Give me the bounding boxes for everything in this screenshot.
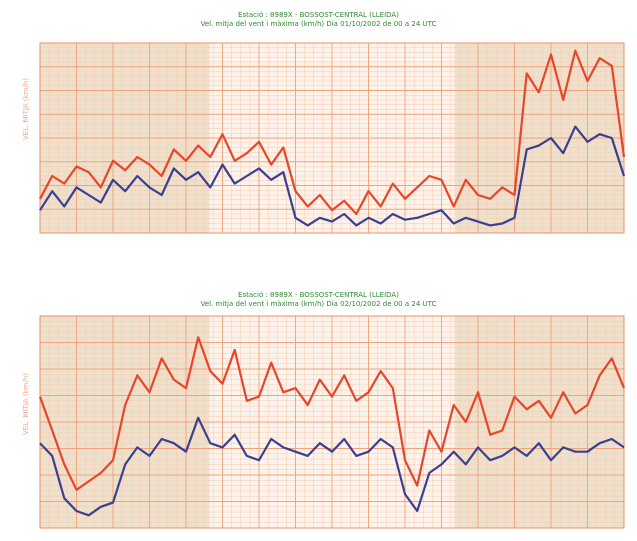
plot-frame (39, 42, 625, 234)
chart-1-plot (39, 42, 626, 234)
chart-panel-1: Estació : 8989X - BOSSOST-CENTRAL (LLEID… (0, 0, 637, 265)
series-line-mean (39, 125, 626, 227)
chart-title: Estació : 8989X - BOSSOST-CENTRAL (LLEID… (238, 291, 399, 299)
chart-panel-2: Estació : 8989X - BOSSOST-CENTRAL (LLEID… (0, 280, 637, 541)
chart-subtitle: Vel. mitja del vent i màxima (km/h) Dia … (200, 300, 437, 308)
series-line-max (39, 49, 626, 216)
series-line-max (38, 336, 626, 491)
series-line-mean (39, 416, 625, 517)
chart-subtitle: Vel. mitja del vent i màxima (km/h) Dia … (200, 20, 437, 28)
chart-2-plot (38, 315, 626, 529)
plot-frame (39, 315, 625, 529)
chart-title: Estació : 8989X - BOSSOST-CENTRAL (LLEID… (238, 11, 399, 19)
